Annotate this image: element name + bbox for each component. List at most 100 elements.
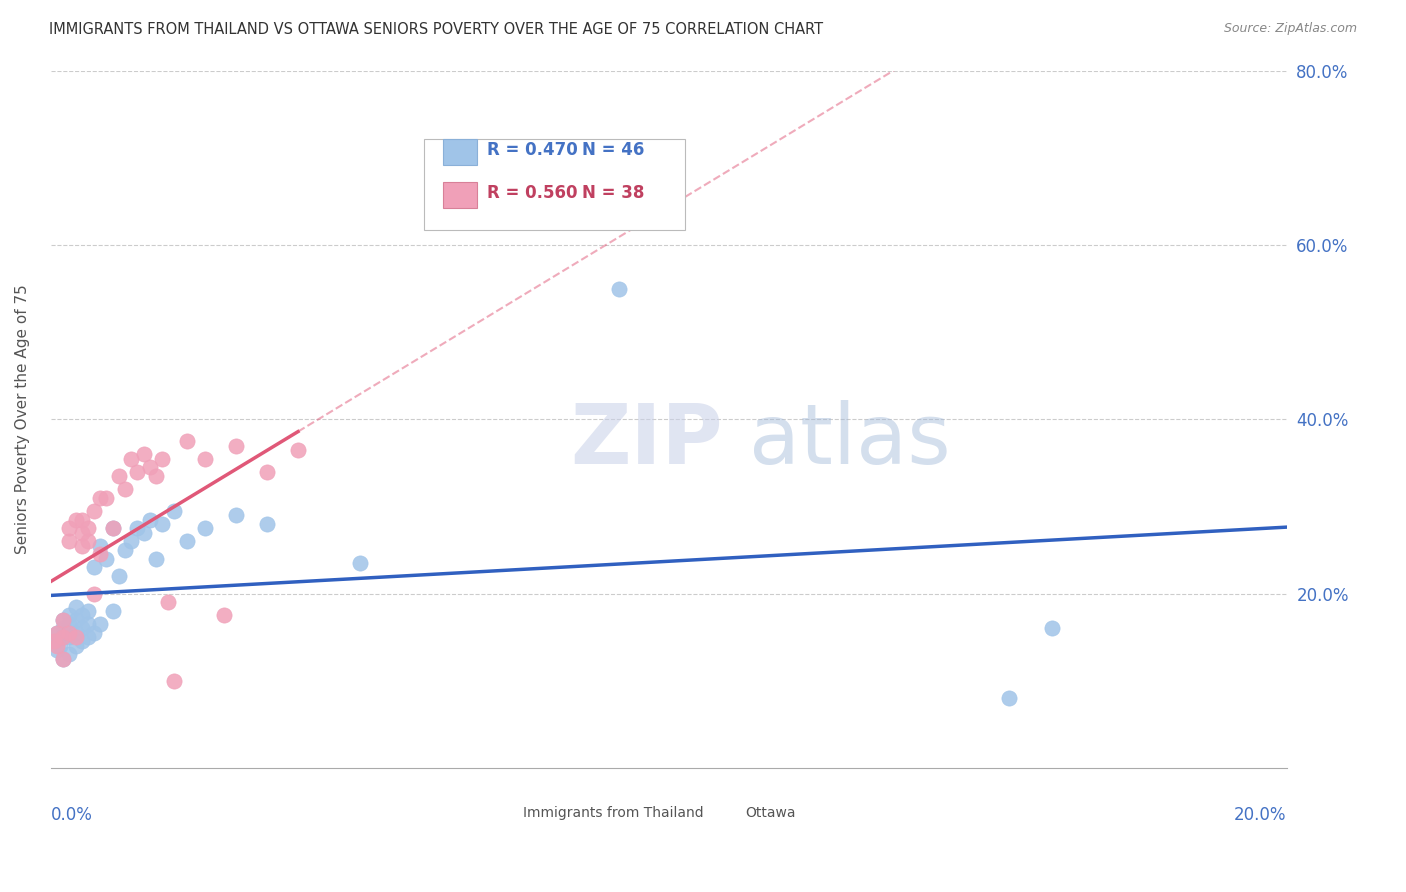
Point bbox=[65, 512, 87, 526]
Point bbox=[58, 608, 80, 623]
Text: IMMIGRANTS FROM THAILAND VS OTTAWA SENIORS POVERTY OVER THE AGE OF 75 CORRELATIO: IMMIGRANTS FROM THAILAND VS OTTAWA SENIO… bbox=[49, 22, 824, 37]
Point bbox=[145, 551, 167, 566]
Point bbox=[287, 442, 309, 457]
Text: atlas: atlas bbox=[749, 400, 950, 481]
Point bbox=[83, 560, 105, 574]
Y-axis label: Seniors Poverty Over the Age of 75: Seniors Poverty Over the Age of 75 bbox=[15, 285, 30, 554]
FancyBboxPatch shape bbox=[443, 138, 477, 165]
Point bbox=[349, 556, 371, 570]
Point bbox=[52, 621, 75, 635]
Text: N = 38: N = 38 bbox=[582, 184, 644, 202]
Text: N = 46: N = 46 bbox=[582, 141, 644, 159]
Point bbox=[77, 521, 100, 535]
Point bbox=[77, 617, 100, 632]
Point bbox=[89, 539, 111, 553]
Text: R = 0.560: R = 0.560 bbox=[486, 184, 578, 202]
Text: 0.0%: 0.0% bbox=[51, 806, 93, 824]
Point bbox=[107, 569, 129, 583]
Point bbox=[194, 451, 217, 466]
Point bbox=[58, 521, 80, 535]
Point bbox=[132, 447, 155, 461]
Point bbox=[65, 599, 87, 614]
Point bbox=[52, 630, 75, 644]
Point bbox=[65, 625, 87, 640]
Point bbox=[212, 608, 235, 623]
Text: ZIP: ZIP bbox=[569, 400, 723, 481]
Point bbox=[138, 512, 160, 526]
Point bbox=[96, 551, 118, 566]
Point bbox=[65, 630, 87, 644]
Point bbox=[49, 639, 72, 653]
FancyBboxPatch shape bbox=[425, 138, 685, 230]
Point bbox=[58, 617, 80, 632]
Point bbox=[65, 639, 87, 653]
Point bbox=[65, 613, 87, 627]
Point bbox=[138, 460, 160, 475]
Point bbox=[114, 543, 136, 558]
Point bbox=[70, 608, 93, 623]
Point bbox=[89, 491, 111, 505]
Point bbox=[150, 451, 173, 466]
Point bbox=[163, 504, 186, 518]
Point bbox=[58, 534, 80, 549]
Point bbox=[127, 465, 149, 479]
Point bbox=[101, 521, 124, 535]
Point bbox=[89, 547, 111, 561]
Point bbox=[42, 634, 65, 648]
Point bbox=[42, 634, 65, 648]
Point bbox=[52, 652, 75, 666]
Point bbox=[1040, 621, 1063, 635]
Text: R = 0.470: R = 0.470 bbox=[486, 141, 578, 159]
Point bbox=[52, 652, 75, 666]
Point bbox=[101, 521, 124, 535]
Point bbox=[77, 534, 100, 549]
Text: Immigrants from Thailand: Immigrants from Thailand bbox=[523, 806, 703, 820]
Point bbox=[70, 621, 93, 635]
Point bbox=[176, 434, 198, 449]
Point bbox=[83, 586, 105, 600]
Text: Source: ZipAtlas.com: Source: ZipAtlas.com bbox=[1223, 22, 1357, 36]
Point bbox=[96, 491, 118, 505]
Point bbox=[120, 451, 142, 466]
Point bbox=[58, 648, 80, 662]
Point bbox=[58, 625, 80, 640]
Point bbox=[70, 525, 93, 540]
Point bbox=[132, 525, 155, 540]
Text: Ottawa: Ottawa bbox=[745, 806, 796, 820]
Point bbox=[52, 613, 75, 627]
Point bbox=[46, 639, 69, 653]
Point bbox=[114, 482, 136, 496]
Point bbox=[77, 630, 100, 644]
Point bbox=[46, 643, 69, 657]
Point bbox=[70, 539, 93, 553]
Text: 20.0%: 20.0% bbox=[1234, 806, 1286, 824]
Point bbox=[145, 469, 167, 483]
Point bbox=[127, 521, 149, 535]
Point bbox=[150, 516, 173, 531]
Point bbox=[46, 625, 69, 640]
Point bbox=[58, 630, 80, 644]
Point bbox=[997, 691, 1019, 706]
Point bbox=[70, 512, 93, 526]
Point bbox=[83, 625, 105, 640]
Point bbox=[52, 613, 75, 627]
Point bbox=[225, 438, 247, 452]
FancyBboxPatch shape bbox=[443, 182, 477, 209]
Point bbox=[107, 469, 129, 483]
Point bbox=[120, 534, 142, 549]
Point bbox=[194, 521, 217, 535]
Point bbox=[157, 595, 180, 609]
Point bbox=[77, 604, 100, 618]
Point bbox=[176, 534, 198, 549]
Point bbox=[101, 604, 124, 618]
Point bbox=[225, 508, 247, 523]
Point bbox=[52, 630, 75, 644]
FancyBboxPatch shape bbox=[711, 804, 740, 823]
Point bbox=[70, 634, 93, 648]
Point bbox=[163, 673, 186, 688]
Point bbox=[46, 625, 69, 640]
Point bbox=[256, 516, 278, 531]
Point bbox=[607, 282, 630, 296]
Point bbox=[83, 504, 105, 518]
Point bbox=[89, 617, 111, 632]
